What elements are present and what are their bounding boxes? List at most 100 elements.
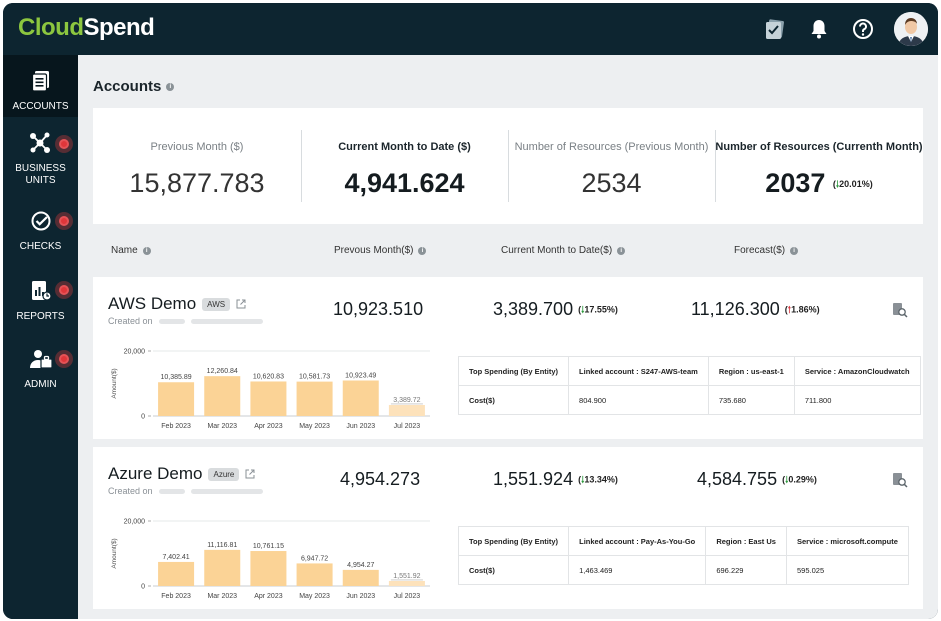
- summary-value: 2534: [581, 168, 642, 198]
- table-cell: Service : AmazonCloudwatch: [793, 356, 921, 386]
- logo[interactable]: CloudSpend: [18, 14, 155, 42]
- alert-dot: [55, 135, 73, 153]
- alert-dot: [55, 350, 73, 368]
- created-on: Created on: [108, 316, 263, 326]
- main-content: Accounts i Previous Month ($) 15,877.783…: [78, 55, 938, 619]
- account-tag: Azure: [208, 467, 240, 481]
- account-name: AWS Demo AWS: [108, 294, 246, 314]
- info-icon[interactable]: i: [790, 246, 799, 255]
- table-row: Cost($) 1,463.469 696.229 595.025: [457, 555, 909, 585]
- prev-month-value: 10,923.510: [333, 299, 424, 319]
- info-icon[interactable]: i: [418, 246, 427, 255]
- bar: [158, 561, 195, 586]
- x-tick-label: Feb 2023: [161, 423, 191, 430]
- table-cell: Service : microsoft.compute: [786, 526, 909, 556]
- spend-chart: Amount($) 20,000 0 7,402.41 Feb 2023 11,116.8…: [111, 519, 430, 600]
- table-cell: Top Spending (By Entity): [457, 356, 570, 386]
- bar-value-label: 10,620.83: [253, 373, 284, 380]
- change-badge: (🠓17.55%): [578, 304, 618, 315]
- summary-label: Number of Resources (Previous Month): [514, 141, 709, 153]
- external-link-icon[interactable]: [245, 469, 255, 479]
- bar-value-label: 7,402.41: [162, 554, 189, 561]
- bar-value-label: 3,389.72: [393, 397, 420, 404]
- summary-value: 15,877.783: [129, 168, 265, 198]
- summary-label: Current Month to Date ($): [338, 141, 471, 153]
- sidebar: ACCOUNTS BUSINESS UNITS CHECKS REPORTS: [3, 55, 78, 619]
- account-card-azure: Azure Demo Azure Created on 4,954.273 1,…: [93, 447, 923, 609]
- bar-value-label: 11,116.81: [207, 542, 237, 549]
- y-tick-label: 20,000: [124, 349, 146, 356]
- summary-resources-prev: Number of Resources (Previous Month) 253…: [508, 108, 715, 224]
- x-tick-label: May 2023: [299, 593, 330, 600]
- change-badge: (🠑1.86%): [784, 304, 820, 315]
- spend-chart: Amount($) 20,000 0 10,385.89 Feb 2023 12,260.…: [111, 349, 430, 430]
- column-header-prev[interactable]: Prevous Month($) i: [334, 245, 427, 256]
- top-spending-table: Top Spending (By Entity) Linked account …: [457, 526, 909, 585]
- account-name-text[interactable]: Azure Demo: [108, 464, 203, 483]
- zoom-details-icon[interactable]: [892, 302, 908, 318]
- summary-resources-current: Number of Resources (Currenth Month) 203…: [715, 108, 923, 224]
- logo-part-spend: Spend: [83, 14, 155, 41]
- change-value: 17.55%: [584, 304, 615, 315]
- x-tick-label: Jun 2023: [346, 593, 375, 600]
- x-tick-label: May 2023: [299, 423, 330, 430]
- table-cell: 1,463.469: [568, 555, 707, 585]
- account-name-text[interactable]: AWS Demo: [108, 294, 197, 313]
- summary-value: 4,941.624: [344, 168, 465, 198]
- top-bar: CloudSpend: [3, 3, 938, 55]
- admin-icon: [3, 345, 78, 373]
- help-icon[interactable]: [850, 16, 876, 42]
- bell-icon[interactable]: [806, 16, 832, 42]
- checklist-icon[interactable]: [762, 16, 788, 42]
- table-cell: Linked account : S247-AWS-team: [568, 356, 709, 386]
- table-cell: Linked account : Pay-As-You-Go: [568, 526, 707, 556]
- placeholder-bar: [190, 488, 263, 494]
- bar-value-label: 4,954.27: [347, 562, 374, 569]
- table-cell: 696.229: [705, 555, 787, 585]
- y-tick-label: 0: [141, 584, 145, 591]
- table-cell: Cost($): [457, 555, 570, 585]
- sidebar-item-business-units[interactable]: BUSINESS UNITS: [3, 129, 78, 189]
- reports-icon: [3, 277, 78, 305]
- column-header-name[interactable]: Name i: [111, 245, 151, 256]
- bar: [342, 569, 379, 586]
- change-value: 0.29%: [788, 474, 814, 485]
- bar-value-label: 1,551.92: [393, 573, 420, 580]
- sidebar-item-reports[interactable]: REPORTS: [3, 277, 78, 323]
- forecast-value: 4,584.755: [697, 469, 778, 489]
- arrow-down-icon: 🠓: [785, 474, 789, 485]
- table-cell: 711.800: [793, 385, 921, 415]
- summary-current-month: Current Month to Date ($) 4,941.624: [301, 108, 508, 224]
- zoom-details-icon[interactable]: [892, 472, 908, 488]
- y-axis-label: Amount($): [111, 368, 118, 398]
- bar: [204, 376, 241, 416]
- account-name: Azure Demo Azure: [108, 464, 255, 484]
- info-icon[interactable]: i: [617, 246, 626, 255]
- logo-part-cloud: Cloud: [18, 14, 84, 41]
- column-header-label: Prevous Month($): [334, 245, 414, 256]
- bar: [158, 382, 195, 416]
- bar-value-label: 10,761.15: [253, 543, 284, 550]
- info-icon[interactable]: i: [166, 82, 175, 91]
- bar: [342, 380, 379, 416]
- table-cell: 595.025: [786, 555, 909, 585]
- x-tick-label: Mar 2023: [207, 423, 237, 430]
- forecast-value-row: 11,126.300 (🠑1.86%): [691, 299, 820, 320]
- sidebar-item-admin[interactable]: ADMIN: [3, 345, 78, 390]
- sidebar-item-checks[interactable]: CHECKS: [3, 207, 78, 252]
- bar: [388, 580, 425, 586]
- summary-panel: Previous Month ($) 15,877.783 Current Mo…: [93, 108, 923, 224]
- placeholder-bar: [158, 318, 185, 324]
- column-header-current[interactable]: Current Month to Date($) i: [501, 245, 626, 256]
- bar: [296, 563, 333, 586]
- placeholder-bar: [158, 488, 185, 494]
- summary-value: 2037: [765, 168, 826, 198]
- sidebar-item-accounts[interactable]: ACCOUNTS: [3, 55, 78, 117]
- info-icon[interactable]: i: [142, 246, 151, 255]
- sidebar-item-label: REPORTS: [16, 311, 65, 322]
- column-header-forecast[interactable]: Forecast($) i: [734, 245, 799, 256]
- arrow-down-icon: 🠓: [835, 178, 840, 189]
- forecast-value: 11,126.300: [691, 299, 780, 319]
- avatar[interactable]: [894, 12, 928, 46]
- external-link-icon[interactable]: [236, 299, 246, 309]
